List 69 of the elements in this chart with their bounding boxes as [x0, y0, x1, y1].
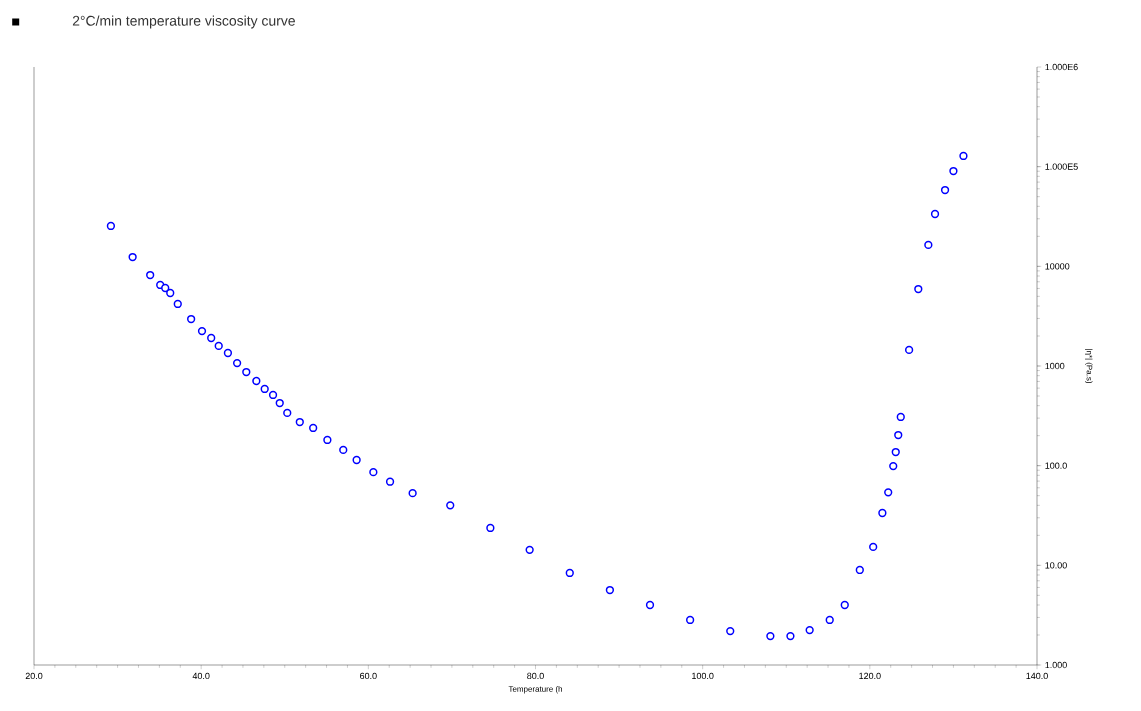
point: [884, 488, 893, 497]
point: [339, 445, 348, 455]
point: [726, 626, 735, 636]
point: [904, 345, 914, 355]
y-tick-label: 10.00: [1045, 562, 1067, 569]
point: [878, 508, 887, 518]
point: [855, 565, 864, 575]
point: [352, 455, 361, 465]
point: [242, 367, 251, 377]
point: [252, 376, 261, 386]
point: [924, 240, 933, 250]
point: [187, 314, 196, 324]
point: [214, 341, 223, 351]
chart-title: 2°C/min temperature viscosity curve: [72, 15, 295, 29]
x-tick-label: 80.0: [527, 672, 544, 680]
point: [295, 417, 304, 427]
point: [940, 185, 950, 195]
x-tick-label: 100.0: [692, 672, 714, 680]
point: [173, 299, 182, 309]
point: [896, 412, 905, 422]
point: [446, 501, 455, 510]
y-tick-label: 1.000E5: [1045, 163, 1078, 170]
point: [685, 615, 695, 625]
y-tick-label: 100.0: [1045, 462, 1067, 469]
point: [869, 542, 878, 552]
point: [161, 283, 170, 293]
point: [525, 545, 534, 554]
point: [786, 631, 795, 641]
point: [840, 600, 849, 610]
x-tick-label: 120.0: [859, 672, 881, 680]
point: [223, 348, 233, 358]
point: [645, 600, 655, 610]
point: [232, 358, 242, 368]
point: [275, 398, 284, 408]
x-tick-label: 20.0: [25, 672, 43, 680]
point: [323, 435, 332, 445]
point: [930, 209, 940, 219]
point: [283, 408, 292, 418]
point: [260, 384, 269, 394]
x-tick-label: 140.0: [1026, 672, 1048, 680]
point: [408, 489, 417, 498]
point: [268, 390, 278, 400]
point: [369, 468, 378, 477]
y-tick-label: 1.000E6: [1045, 63, 1078, 71]
point: [128, 252, 137, 262]
point: [207, 333, 216, 343]
point: [894, 430, 903, 440]
y-tick-label: 1000: [1045, 362, 1065, 370]
point: [605, 585, 615, 595]
y-tick-label: 10000: [1045, 263, 1070, 270]
point: [309, 423, 318, 433]
point: [486, 523, 495, 533]
point: [166, 288, 175, 298]
point: [889, 461, 898, 471]
point: [891, 447, 900, 457]
point: [766, 631, 775, 641]
y-tick-label: 1.000: [1045, 661, 1067, 669]
point: [959, 151, 968, 161]
x-tick-label: 60.0: [360, 672, 377, 680]
point: [197, 326, 207, 336]
point: [385, 477, 395, 486]
point: [825, 615, 834, 625]
point: [106, 221, 116, 231]
point: [914, 284, 923, 294]
x-tick-label: 40.0: [192, 672, 210, 680]
point: [805, 625, 814, 635]
point: [146, 270, 155, 280]
point: [949, 166, 958, 176]
point: [565, 568, 574, 578]
